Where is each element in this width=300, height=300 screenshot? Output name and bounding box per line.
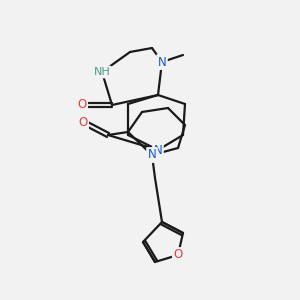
- Text: N: N: [158, 56, 166, 68]
- Text: N: N: [148, 148, 156, 161]
- Text: NH: NH: [94, 67, 110, 77]
- Text: O: O: [173, 248, 183, 262]
- Text: O: O: [77, 98, 87, 112]
- Text: O: O: [78, 116, 88, 128]
- Text: N: N: [154, 143, 162, 157]
